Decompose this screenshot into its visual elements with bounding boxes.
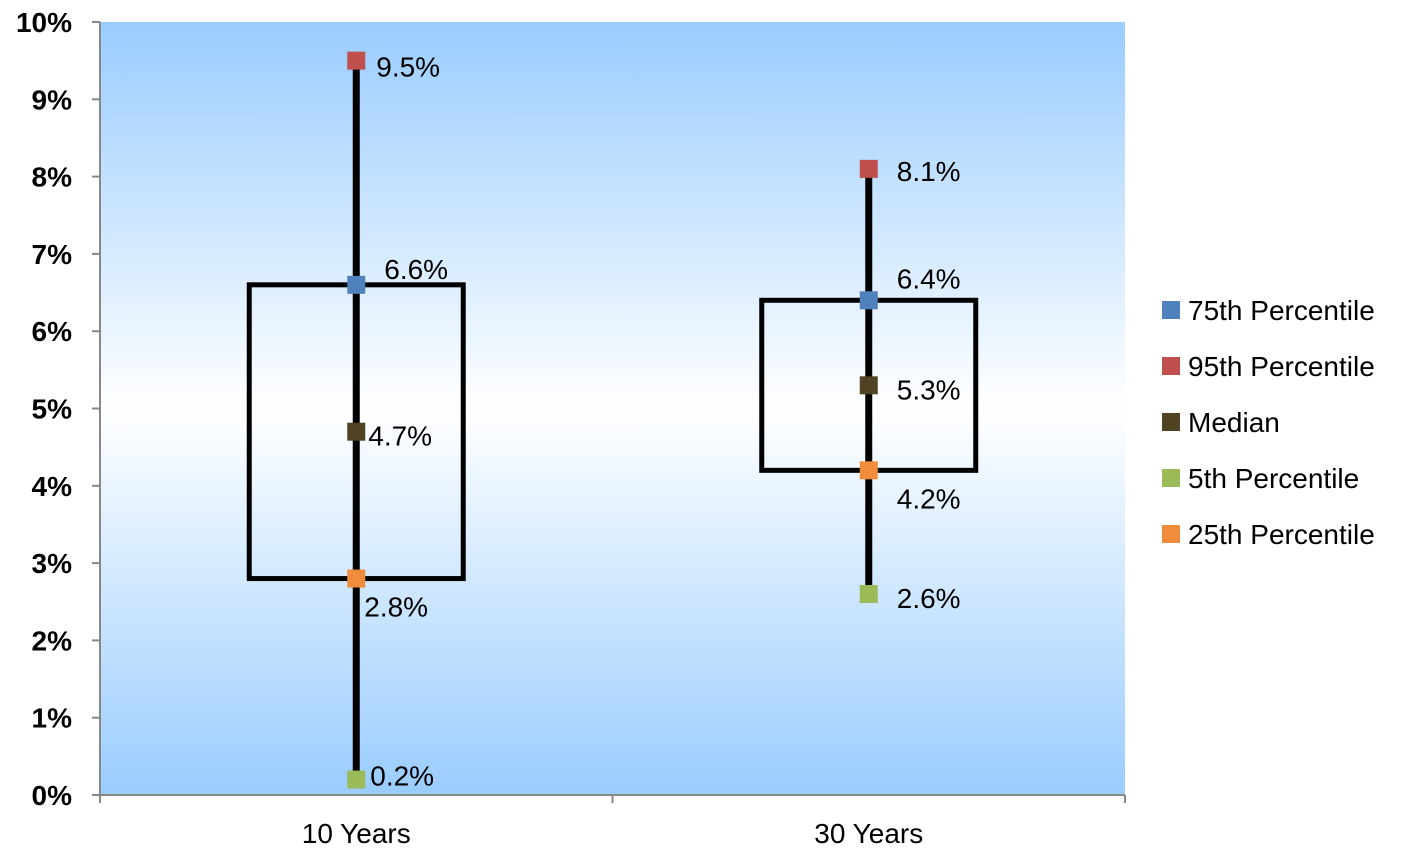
data-label: 4.2% <box>897 483 961 514</box>
legend-swatch <box>1162 525 1180 543</box>
legend-swatch <box>1162 301 1180 319</box>
y-tick-label: 10% <box>16 7 72 38</box>
data-label: 0.2% <box>370 761 434 792</box>
data-point <box>347 770 366 789</box>
y-tick-label: 1% <box>32 703 73 734</box>
y-tick-label: 0% <box>32 780 73 811</box>
data-point <box>859 585 878 604</box>
legend-swatch <box>1162 413 1180 431</box>
legend-label: 5th Percentile <box>1188 463 1359 494</box>
y-tick-label: 5% <box>32 394 73 425</box>
y-tick-label: 9% <box>32 84 73 115</box>
data-label: 2.8% <box>364 592 428 623</box>
data-label: 6.6% <box>384 254 448 285</box>
data-point <box>347 275 366 294</box>
y-tick-label: 8% <box>32 162 73 193</box>
marks <box>347 51 878 789</box>
data-point <box>347 51 366 70</box>
legend-swatch <box>1162 357 1180 375</box>
data-label: 4.7% <box>368 421 432 452</box>
plot-area <box>100 22 1125 795</box>
data-label: 8.1% <box>897 156 961 187</box>
data-point <box>859 291 878 310</box>
data-label: 2.6% <box>897 583 961 614</box>
legend-label: 75th Percentile <box>1188 295 1375 326</box>
y-tick-label: 7% <box>32 239 73 270</box>
legend-label: 25th Percentile <box>1188 519 1375 550</box>
data-label: 9.5% <box>376 52 440 83</box>
data-label: 6.4% <box>897 263 961 294</box>
legend-label: Median <box>1188 407 1280 438</box>
data-point <box>859 376 878 395</box>
y-tick-label: 2% <box>32 625 73 656</box>
data-point <box>347 422 366 441</box>
y-tick-label: 6% <box>32 316 73 347</box>
data-point <box>347 569 366 588</box>
y-tick-label: 4% <box>32 471 73 502</box>
x-tick-label: 10 Years <box>302 818 411 849</box>
data-labels: 6.6% 6.4% 9.5% 8.1% 4.7% 5.3% 0.2% 2.6% 2.8% 4.2% <box>364 52 960 792</box>
data-point <box>859 461 878 480</box>
axes: 0% 1% 2% 3% 4% 5% 6% 7% 8% 9% 10% 10 Years 30 Years <box>16 7 1126 849</box>
data-point <box>859 159 878 178</box>
legend: 75th Percentile 95th Percentile Median 5th … <box>1162 295 1375 550</box>
y-tick-label: 3% <box>32 548 73 579</box>
legend-swatch <box>1162 469 1180 487</box>
legend-label: 95th Percentile <box>1188 351 1375 382</box>
data-label: 5.3% <box>897 374 961 405</box>
x-tick-label: 30 Years <box>814 818 923 849</box>
